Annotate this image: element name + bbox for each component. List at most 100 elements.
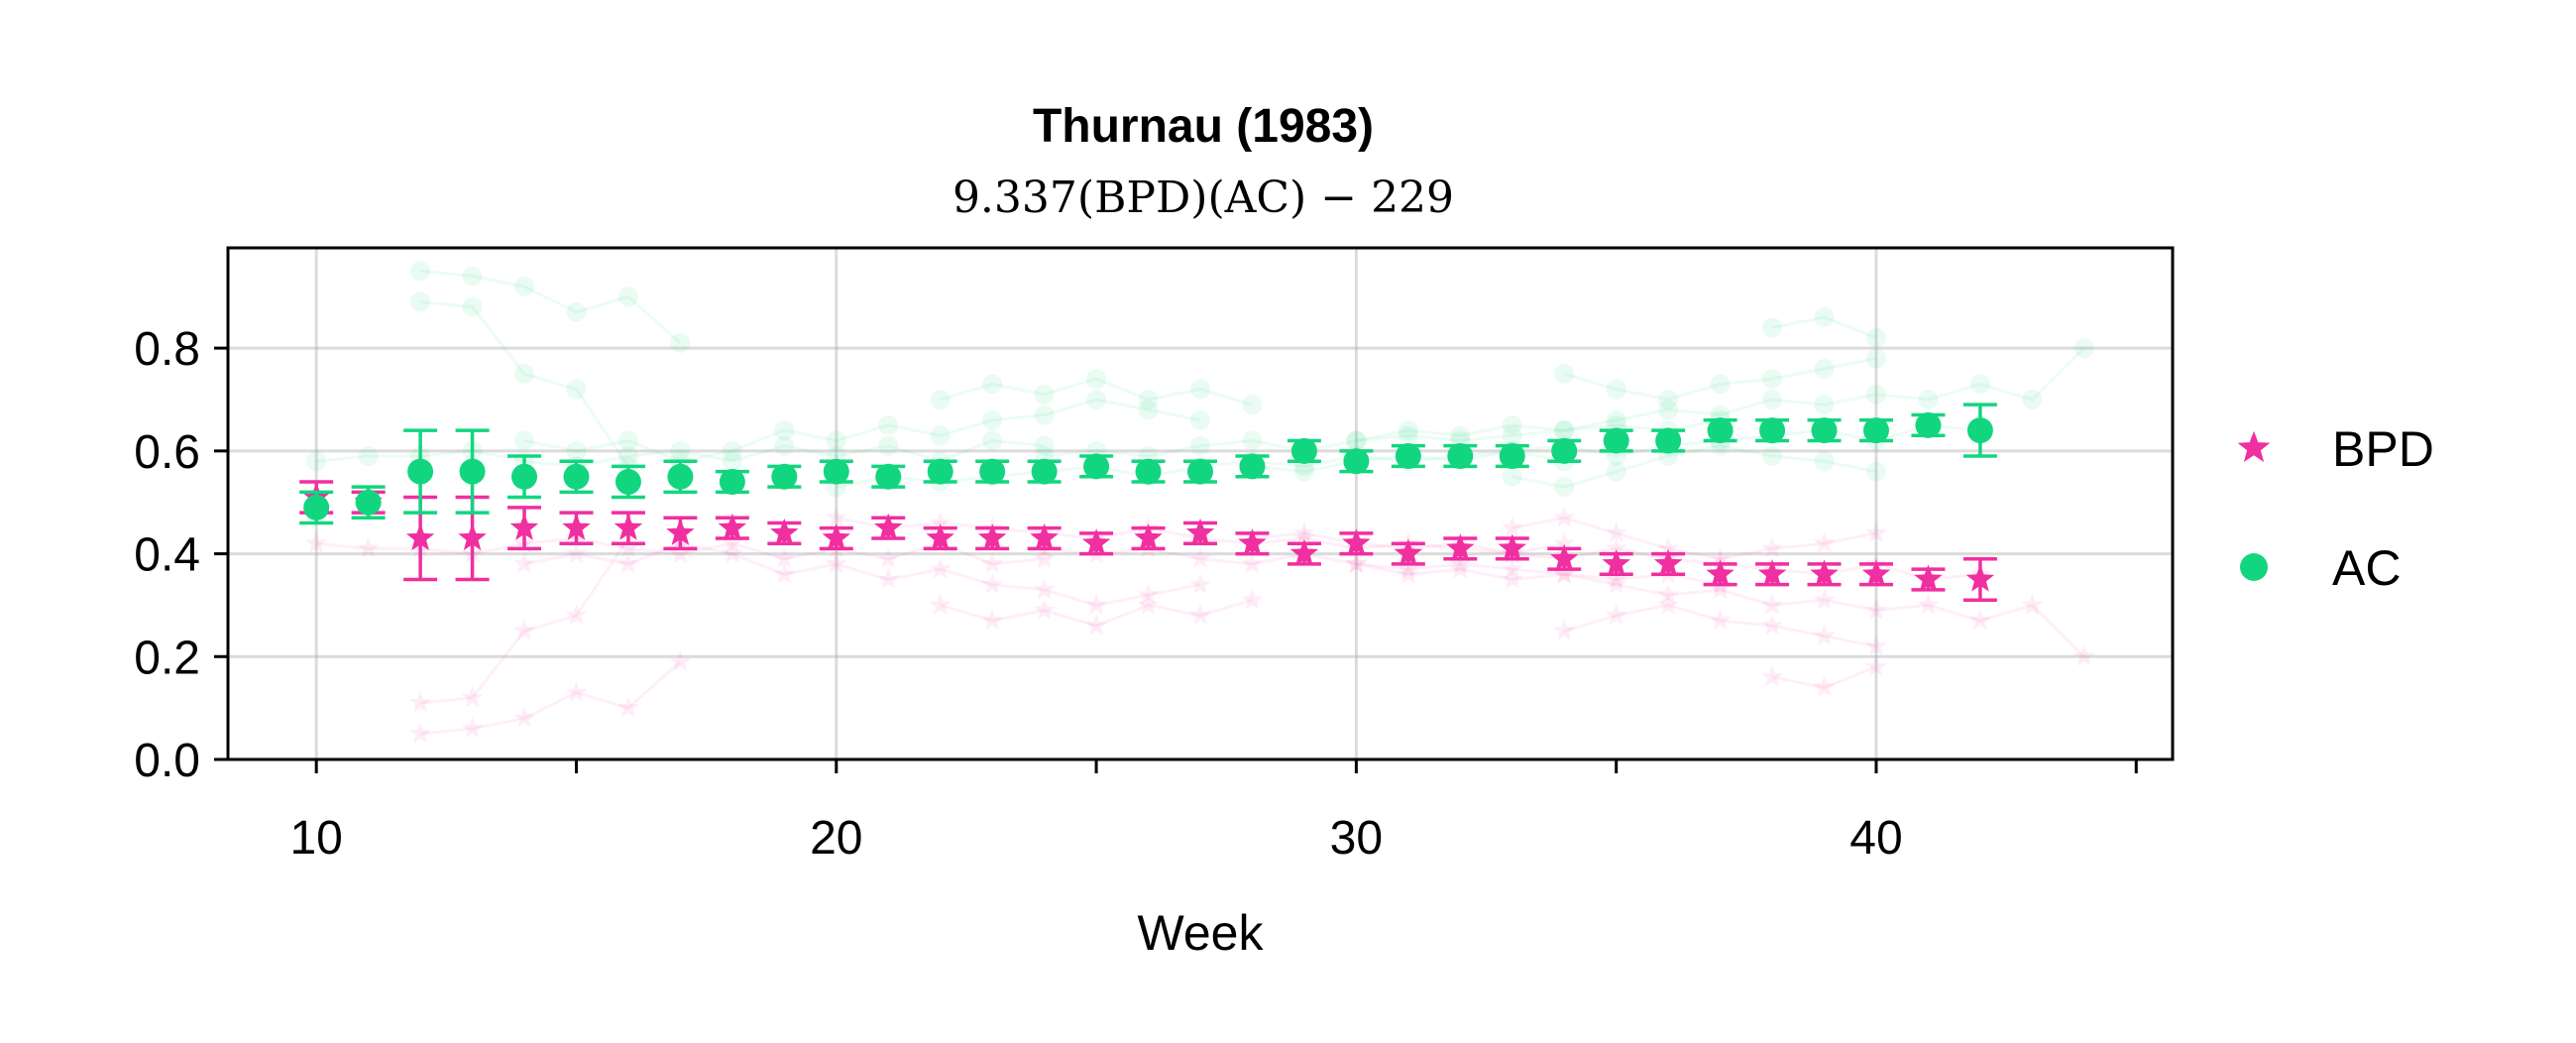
trace-point-bpd [1397, 562, 1419, 584]
trace-point-bpd [825, 506, 847, 527]
trace-point-bpd [1553, 562, 1576, 584]
trace-point-ac [1502, 466, 1522, 487]
data-point-bpd [562, 513, 591, 540]
y-tick-label-2: 0.4 [134, 529, 200, 582]
x-tick-label-40: 40 [1849, 812, 1902, 865]
chart-subtitle: 9.337(BPD)(AC) − 229 [952, 173, 1454, 223]
data-point-ac [1707, 417, 1734, 444]
data-point-ac [1551, 437, 1578, 464]
trace-point-ac [982, 374, 1003, 395]
data-point-ac [1499, 443, 1525, 470]
trace-point-bpd [1397, 557, 1419, 579]
legend-label-bpd: BPD [2332, 421, 2434, 477]
data-point-bpd [458, 523, 487, 551]
chart-title: Thurnau (1983) [1033, 100, 1374, 153]
trace-point-ac [514, 364, 535, 385]
trace-point-bpd [1553, 619, 1576, 640]
trace-point-bpd [1449, 557, 1472, 579]
trace-point-bpd [1657, 593, 1680, 615]
trace-point-bpd [409, 691, 431, 713]
trace-point-bpd [1605, 536, 1627, 558]
trace-point-bpd [1085, 614, 1107, 636]
data-point-bpd [977, 523, 1007, 551]
data-point-ac [459, 458, 486, 485]
trace-point-bpd [1345, 552, 1368, 574]
trace-point-bpd [409, 722, 431, 744]
trace-point-ac [1865, 461, 1886, 482]
trace-point-ac [1398, 425, 1418, 446]
trace-point-ac [670, 440, 691, 461]
trace-ac-3 [523, 398, 1201, 463]
data-point-ac [355, 489, 382, 516]
trace-point-bpd [721, 542, 743, 563]
data-point-ac [1915, 411, 1942, 438]
series-bpd [299, 480, 1997, 602]
trace-bpd-9 [1512, 516, 1877, 561]
data-point-ac [615, 468, 641, 495]
trace-point-ac [514, 276, 535, 296]
trace-point-ac [1606, 379, 1626, 400]
data-point-ac [771, 463, 798, 490]
trace-point-bpd [1813, 588, 1836, 610]
trace-point-bpd [825, 552, 847, 574]
data-point-bpd [1914, 564, 1943, 592]
trace-point-ac [1034, 405, 1055, 425]
trace-point-bpd [565, 681, 588, 702]
data-point-bpd [1861, 559, 1891, 587]
trace-point-ac [774, 435, 795, 456]
trace-point-bpd [981, 552, 1004, 574]
trace-point-bpd [617, 696, 639, 718]
trace-point-bpd [1553, 506, 1576, 527]
trace-point-ac [1658, 400, 1679, 420]
trace-point-ac [1293, 461, 1314, 482]
trace-bpd-8 [1563, 603, 1877, 648]
data-point-ac [1135, 458, 1162, 485]
trace-point-ac [1554, 477, 1575, 498]
trace-bpd-7 [1356, 562, 2085, 658]
legend: BPD AC [2237, 421, 2434, 596]
trace-point-bpd [1189, 573, 1211, 594]
background-traces [305, 261, 2095, 744]
trace-ac-0 [419, 269, 682, 345]
trace-point-bpd [305, 531, 328, 553]
data-point-bpd [1706, 559, 1735, 587]
data-point-ac [1239, 453, 1266, 480]
trace-point-ac [566, 440, 587, 461]
trace-point-bpd [1293, 522, 1315, 543]
trace-point-ac [566, 301, 587, 322]
trace-point-bpd [1137, 583, 1160, 605]
trace-point-bpd [565, 604, 588, 626]
trace-point-ac [1086, 389, 1107, 409]
x-axis-label: Week [1138, 905, 1265, 961]
trace-point-ac [1865, 348, 1886, 369]
trace-point-bpd [1293, 526, 1315, 548]
x-tick-label-20: 20 [810, 812, 862, 865]
trace-point-bpd [773, 547, 796, 569]
trace-point-ac [1242, 430, 1263, 451]
y-tick-label-0: 0.0 [134, 735, 200, 787]
data-point-bpd [1394, 538, 1423, 566]
trace-ac-7 [1356, 347, 2085, 442]
trace-point-ac [410, 261, 431, 282]
trace-point-bpd [1189, 604, 1211, 626]
legend-marker-bpd [2237, 430, 2271, 462]
trace-point-ac [1502, 414, 1522, 435]
trace-point-ac [1814, 307, 1835, 328]
legend-circle-icon [2240, 553, 2268, 581]
trace-point-bpd [461, 717, 484, 739]
trace-point-bpd [721, 531, 743, 553]
trace-point-ac [306, 451, 327, 472]
trace-point-ac [1398, 420, 1418, 441]
grid [228, 248, 2173, 761]
trace-point-ac [566, 379, 587, 400]
trace-bpd-11 [1771, 665, 1877, 689]
data-point-ac [407, 458, 434, 485]
data-point-bpd [874, 513, 903, 540]
trace-point-ac [1814, 395, 1835, 415]
trace-point-bpd [1501, 517, 1523, 537]
y-tick-label-4: 0.8 [134, 323, 200, 376]
trace-point-ac [1086, 369, 1107, 390]
trace-point-bpd [877, 547, 900, 569]
trace-point-bpd [357, 536, 380, 558]
